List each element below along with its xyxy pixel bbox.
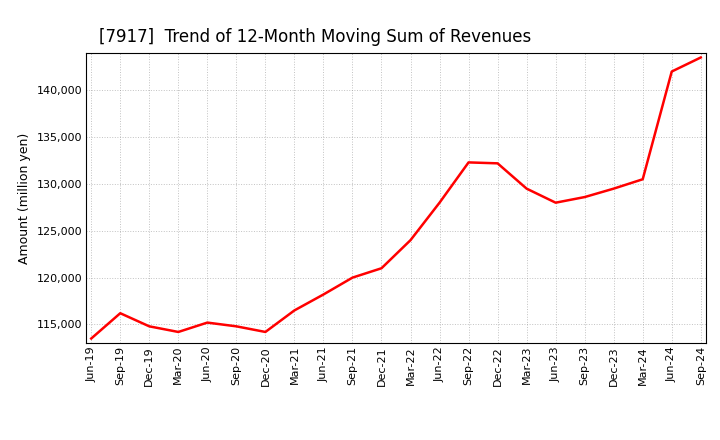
Y-axis label: Amount (million yen): Amount (million yen) [18,132,31,264]
Text: [7917]  Trend of 12-Month Moving Sum of Revenues: [7917] Trend of 12-Month Moving Sum of R… [99,28,531,46]
